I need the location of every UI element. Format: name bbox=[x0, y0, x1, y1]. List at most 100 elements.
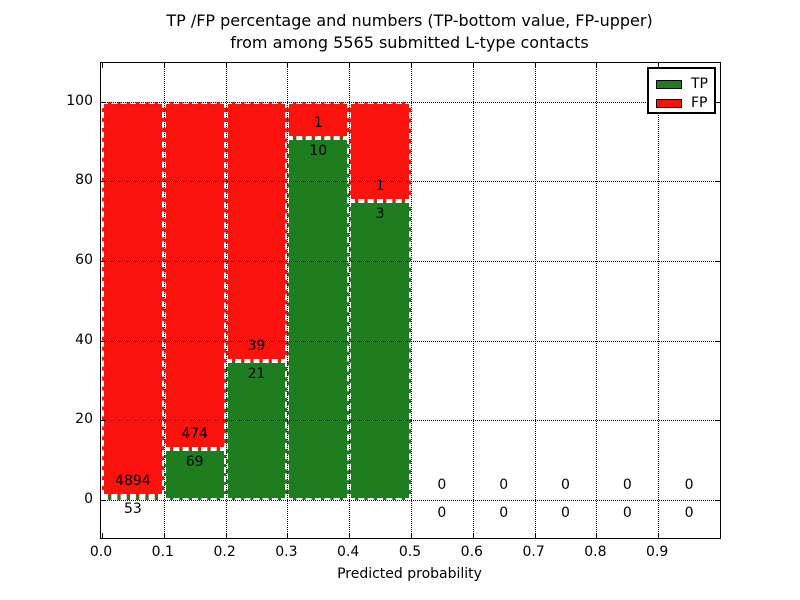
x-tickmark-bottom bbox=[102, 533, 103, 538]
y-tickmark-right bbox=[715, 500, 720, 501]
x-tickmark-top bbox=[225, 63, 227, 68]
x-tickmark-bottom bbox=[472, 533, 474, 538]
x-tickmark-top bbox=[163, 63, 165, 68]
legend: TP FP bbox=[647, 67, 716, 114]
x-tickmark-top bbox=[658, 63, 660, 68]
y-tick-label: 60 bbox=[75, 251, 93, 268]
fp-bar-segment bbox=[102, 101, 164, 496]
x-tick-label: 0.2 bbox=[213, 544, 236, 560]
x-tick-label: 0.7 bbox=[522, 544, 545, 560]
fp-legend-label: FP bbox=[691, 95, 708, 111]
annotations-layer: 4894 53 474 69 39 21 1 10 1 3 0 0 0 0 0 0 0 0 0 0 bbox=[101, 63, 720, 538]
grid-layer bbox=[101, 63, 720, 538]
y-tick-label: 20 bbox=[75, 411, 93, 428]
vertical-gridline bbox=[349, 63, 351, 538]
vertical-gridline bbox=[163, 63, 165, 538]
tp-bar-segment bbox=[102, 495, 164, 500]
legend-item-fp: FP bbox=[649, 94, 714, 114]
tickmark-layer bbox=[101, 63, 720, 538]
y-tickmark-right bbox=[715, 260, 720, 262]
x-tickmark-top bbox=[472, 63, 474, 68]
x-tickmark-bottom bbox=[287, 533, 289, 538]
tp-count-label: 0 bbox=[561, 505, 570, 521]
fp-count-label: 39 bbox=[247, 337, 266, 354]
y-tickmark-left bbox=[101, 101, 106, 103]
tp-bar-segment bbox=[225, 360, 288, 500]
bars-layer bbox=[101, 63, 720, 538]
tp-count-label: 69 bbox=[185, 454, 204, 471]
x-tickmark-bottom bbox=[225, 533, 227, 538]
chart-title-line1: TP /FP percentage and numbers (TP-bottom… bbox=[166, 11, 653, 30]
y-tickmark-left bbox=[101, 181, 106, 183]
x-tick-label: 0.5 bbox=[398, 544, 422, 560]
horizontal-gridline bbox=[101, 101, 720, 103]
fp-legend-swatch bbox=[656, 99, 682, 108]
tp-count-label: 21 bbox=[247, 365, 266, 382]
y-tick-label: 0 bbox=[84, 491, 93, 507]
tp-legend-label: TP bbox=[691, 76, 708, 92]
x-tickmark-bottom bbox=[658, 533, 660, 538]
fp-count-label: 1 bbox=[313, 114, 323, 131]
x-tickmark-bottom bbox=[411, 533, 412, 538]
x-tickmark-bottom bbox=[596, 533, 598, 538]
plot-area: 4894 53 474 69 39 21 1 10 1 3 0 0 0 0 0 0 0 0 0 0 TP FP bbox=[100, 62, 721, 539]
tp-legend-swatch bbox=[656, 80, 682, 89]
tp-count-label: 53 bbox=[123, 500, 142, 517]
legend-item-tp: TP bbox=[649, 75, 714, 95]
x-tick-label: 0.1 bbox=[151, 544, 174, 560]
y-tickmark-left bbox=[101, 260, 106, 262]
y-tickmark-right bbox=[715, 181, 720, 183]
x-tickmark-top bbox=[596, 63, 598, 68]
x-tick-label: 0.0 bbox=[89, 544, 113, 560]
tp-count-label: 0 bbox=[437, 505, 447, 521]
vertical-gridline bbox=[596, 63, 598, 538]
x-tickmark-top bbox=[287, 63, 289, 68]
horizontal-gridline bbox=[101, 260, 720, 262]
vertical-gridline bbox=[658, 63, 660, 538]
x-tick-label: 0.4 bbox=[337, 544, 360, 560]
x-tickmark-top bbox=[534, 63, 536, 68]
x-tick-label: 0.3 bbox=[275, 544, 298, 560]
x-tick-label: 0.6 bbox=[460, 544, 483, 560]
fp-count-label: 474 bbox=[181, 426, 209, 443]
horizontal-gridline bbox=[101, 420, 720, 422]
x-tickmark-top bbox=[349, 63, 351, 68]
y-tick-label: 80 bbox=[75, 172, 93, 189]
horizontal-gridline bbox=[101, 181, 720, 183]
y-tickmark-left bbox=[101, 340, 106, 342]
fp-count-label: 4894 bbox=[115, 472, 151, 489]
fp-count-label: 0 bbox=[499, 477, 509, 493]
x-tickmark-top bbox=[102, 63, 103, 68]
chart-title: TP /FP percentage and numbers (TP-bottom… bbox=[100, 10, 719, 54]
y-tickmark-right bbox=[715, 420, 720, 422]
x-tickmark-top bbox=[411, 63, 412, 68]
y-tick-label: 40 bbox=[75, 331, 93, 348]
fp-count-label: 1 bbox=[375, 178, 385, 195]
x-axis-label: Predicted probability bbox=[337, 566, 482, 582]
y-tickmark-right bbox=[715, 340, 720, 342]
x-tickmark-bottom bbox=[349, 533, 351, 538]
x-tick-label: 0.8 bbox=[584, 544, 607, 560]
vertical-gridline bbox=[534, 63, 536, 538]
tp-count-label: 0 bbox=[499, 505, 509, 521]
vertical-gridline bbox=[287, 63, 289, 538]
x-tickmark-bottom bbox=[163, 533, 165, 538]
chart-title-line2: from among 5565 submitted L-type contact… bbox=[230, 33, 589, 52]
vertical-gridline bbox=[472, 63, 474, 538]
y-tickmark-right bbox=[715, 101, 720, 103]
tp-count-label: 10 bbox=[309, 142, 328, 159]
horizontal-gridline bbox=[101, 340, 720, 342]
fp-count-label: 0 bbox=[622, 477, 632, 493]
y-tick-label: 100 bbox=[66, 92, 93, 109]
y-tickmark-left bbox=[101, 500, 106, 501]
fp-bar-segment bbox=[349, 101, 411, 202]
fp-bar-segment bbox=[287, 101, 350, 138]
fp-count-label: 0 bbox=[561, 477, 570, 493]
fp-count-label: 0 bbox=[684, 477, 694, 493]
tp-count-label: 3 bbox=[375, 206, 385, 223]
vertical-gridline bbox=[411, 63, 412, 538]
fp-count-label: 0 bbox=[437, 477, 447, 493]
tp-bar-segment bbox=[287, 137, 350, 500]
vertical-gridline bbox=[225, 63, 227, 538]
